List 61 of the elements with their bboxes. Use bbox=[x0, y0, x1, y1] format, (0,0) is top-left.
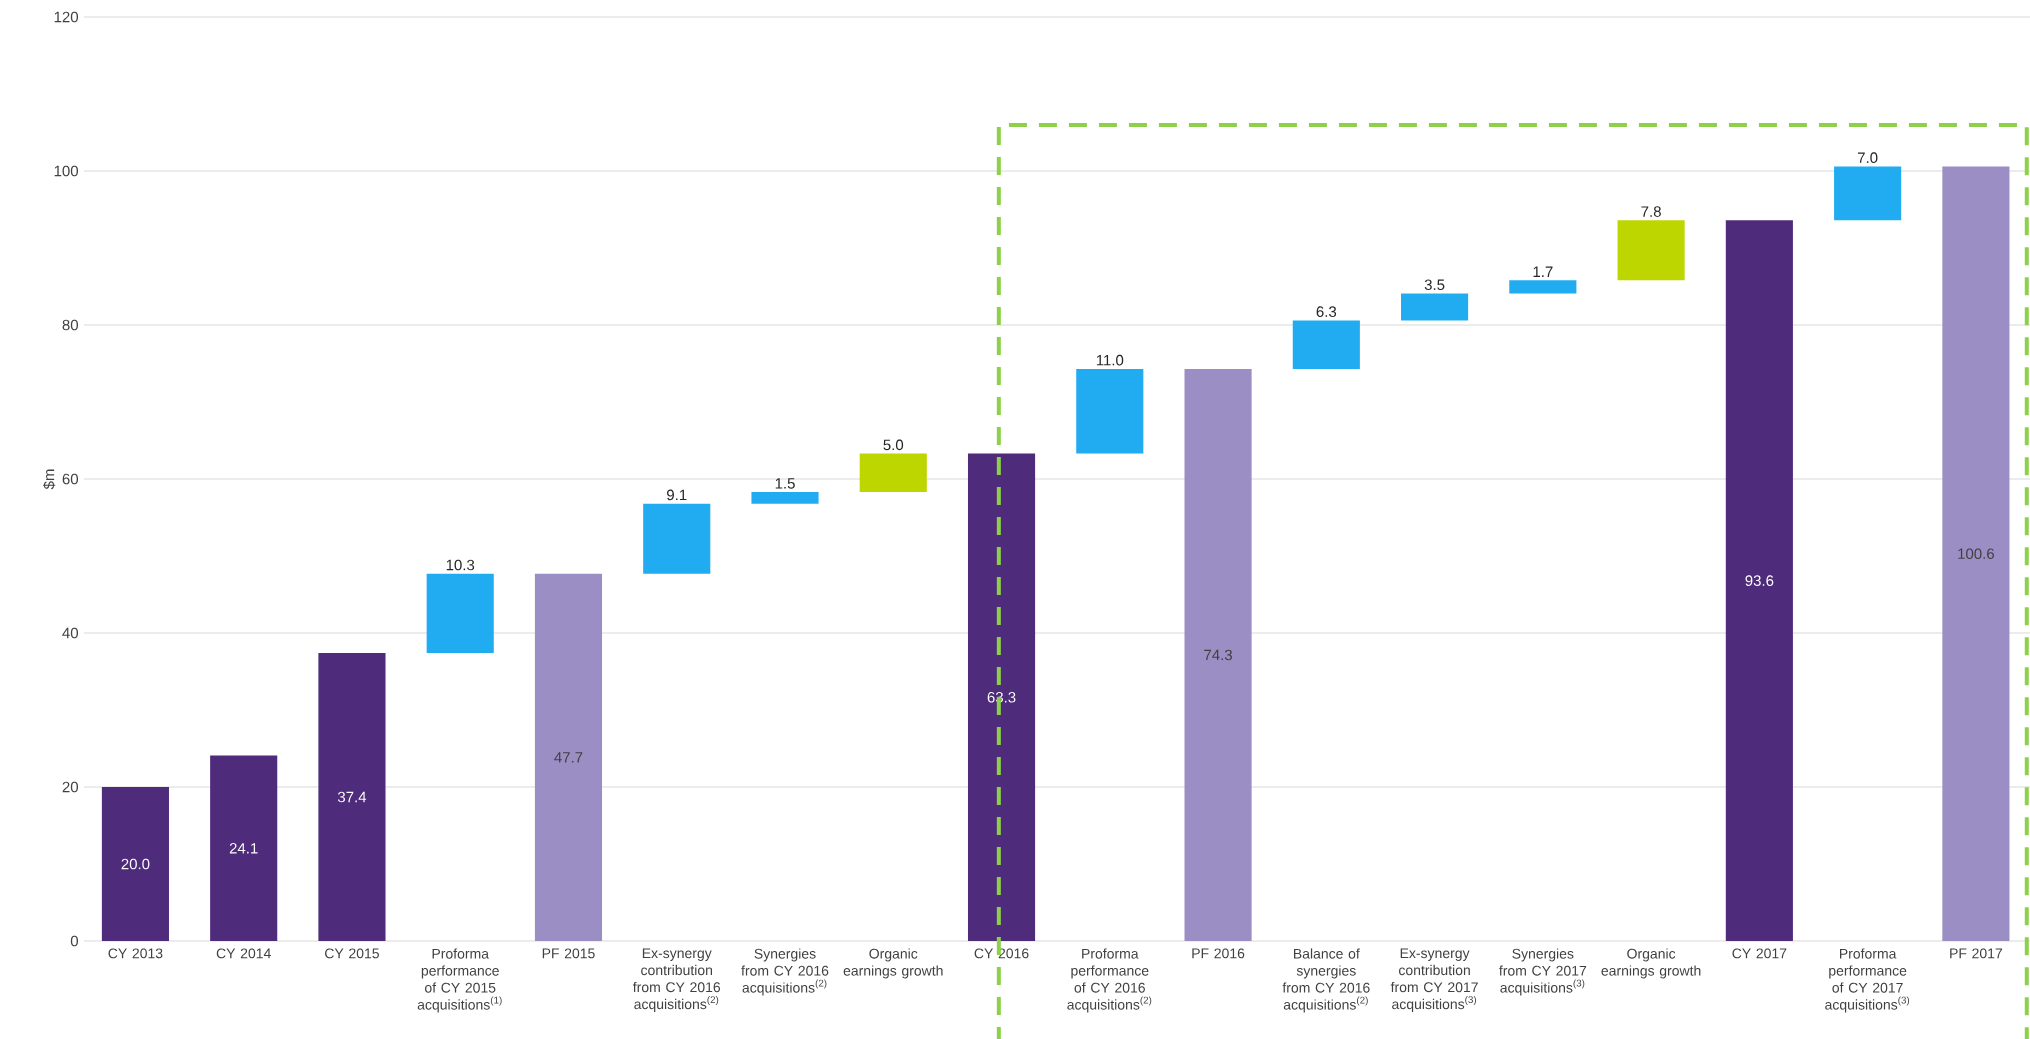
bar bbox=[1076, 368, 1144, 454]
bar bbox=[318, 653, 386, 941]
x-tick-label: Organic earnings growth bbox=[1601, 948, 1701, 979]
x-tick-label: PF 2016 bbox=[1192, 948, 1245, 959]
data-label: 74.3 bbox=[1204, 649, 1232, 661]
bar bbox=[859, 453, 927, 493]
x-tick-label: Organic earnings growth bbox=[843, 948, 943, 979]
x-tick-label: Balance of synergies from CY 2016 acquisitions$^{(2)}$ bbox=[1282, 948, 1370, 1013]
x-tick-label: Proforma performance of CY 2016 acquisitions$^{(2)}$ bbox=[1067, 948, 1152, 1013]
bar bbox=[210, 755, 278, 941]
data-label: 1.7 bbox=[1533, 266, 1553, 277]
x-tick-label: CY 2014 bbox=[216, 948, 271, 959]
bar bbox=[1292, 320, 1360, 369]
x-tick-label: Synergies from CY 2016 acquisitions$^{(2)}$ bbox=[741, 948, 829, 996]
x-tick-label: Ex-synergy contribution from CY 2017 acquisitions$^{(3)}$ bbox=[1390, 948, 1478, 1012]
bar bbox=[643, 503, 711, 574]
bar bbox=[1725, 220, 1793, 941]
y-tick-label: 60 bbox=[62, 473, 79, 485]
x-tick-label: CY 2016 bbox=[974, 948, 1029, 959]
x-tick-label: PF 2015 bbox=[542, 948, 595, 959]
bar bbox=[967, 453, 1036, 941]
data-label: 11.0 bbox=[1096, 354, 1124, 366]
data-label: 3.5 bbox=[1424, 279, 1445, 291]
y-tick-label: 120 bbox=[54, 11, 79, 23]
data-label: 5.0 bbox=[883, 439, 904, 451]
data-label: 6.3 bbox=[1316, 306, 1337, 317]
data-label: 1.5 bbox=[775, 478, 795, 489]
data-label: 7.8 bbox=[1641, 206, 1661, 217]
bar bbox=[101, 787, 169, 941]
data-label: 9.1 bbox=[667, 489, 687, 501]
data-label: 100.6 bbox=[1958, 548, 1994, 560]
x-tick-label: CY 2015 bbox=[325, 948, 379, 959]
data-label: 37.4 bbox=[337, 791, 367, 803]
x-tick-label: Synergies from CY 2017 acquisitions$^{(3)}$ bbox=[1499, 948, 1587, 996]
bar bbox=[1834, 166, 1902, 221]
x-tick-label: Ex-synergy contribution from CY 2016 acquisitions$^{(2)}$ bbox=[632, 948, 721, 1012]
x-tick-label: CY 2013 bbox=[108, 948, 163, 959]
x-tick-label: PF 2017 bbox=[1950, 948, 2003, 959]
bar bbox=[1401, 293, 1469, 321]
data-label: 93.6 bbox=[1745, 575, 1774, 586]
x-tick-label: Proforma performance of CY 2017 acquisitions$^{(3)}$ bbox=[1825, 948, 1910, 1013]
data-label: 7.0 bbox=[1857, 152, 1878, 163]
bar bbox=[1617, 220, 1685, 281]
bar bbox=[1509, 280, 1577, 294]
y-tick-label: 80 bbox=[62, 319, 79, 331]
y-tick-label: 0 bbox=[70, 935, 79, 947]
x-tick-label: CY 2017 bbox=[1732, 948, 1787, 959]
data-label: 20.0 bbox=[121, 858, 150, 870]
data-label: 10.3 bbox=[446, 559, 475, 571]
y-tick-label: 100 bbox=[54, 165, 79, 177]
y-tick-label: 20 bbox=[62, 781, 79, 793]
bar bbox=[426, 573, 494, 654]
data-label: 47.7 bbox=[554, 752, 583, 763]
y-axis-title: $m bbox=[43, 469, 56, 490]
bar bbox=[534, 573, 603, 941]
bar bbox=[1184, 368, 1252, 941]
data-label: 24.1 bbox=[229, 842, 258, 854]
bar bbox=[1942, 166, 2010, 941]
x-tick-label: Proforma performance of CY 2015 acquisitions$^{(1)}$ bbox=[417, 948, 502, 1013]
bar bbox=[751, 492, 819, 504]
y-tick-label: 40 bbox=[62, 627, 79, 639]
